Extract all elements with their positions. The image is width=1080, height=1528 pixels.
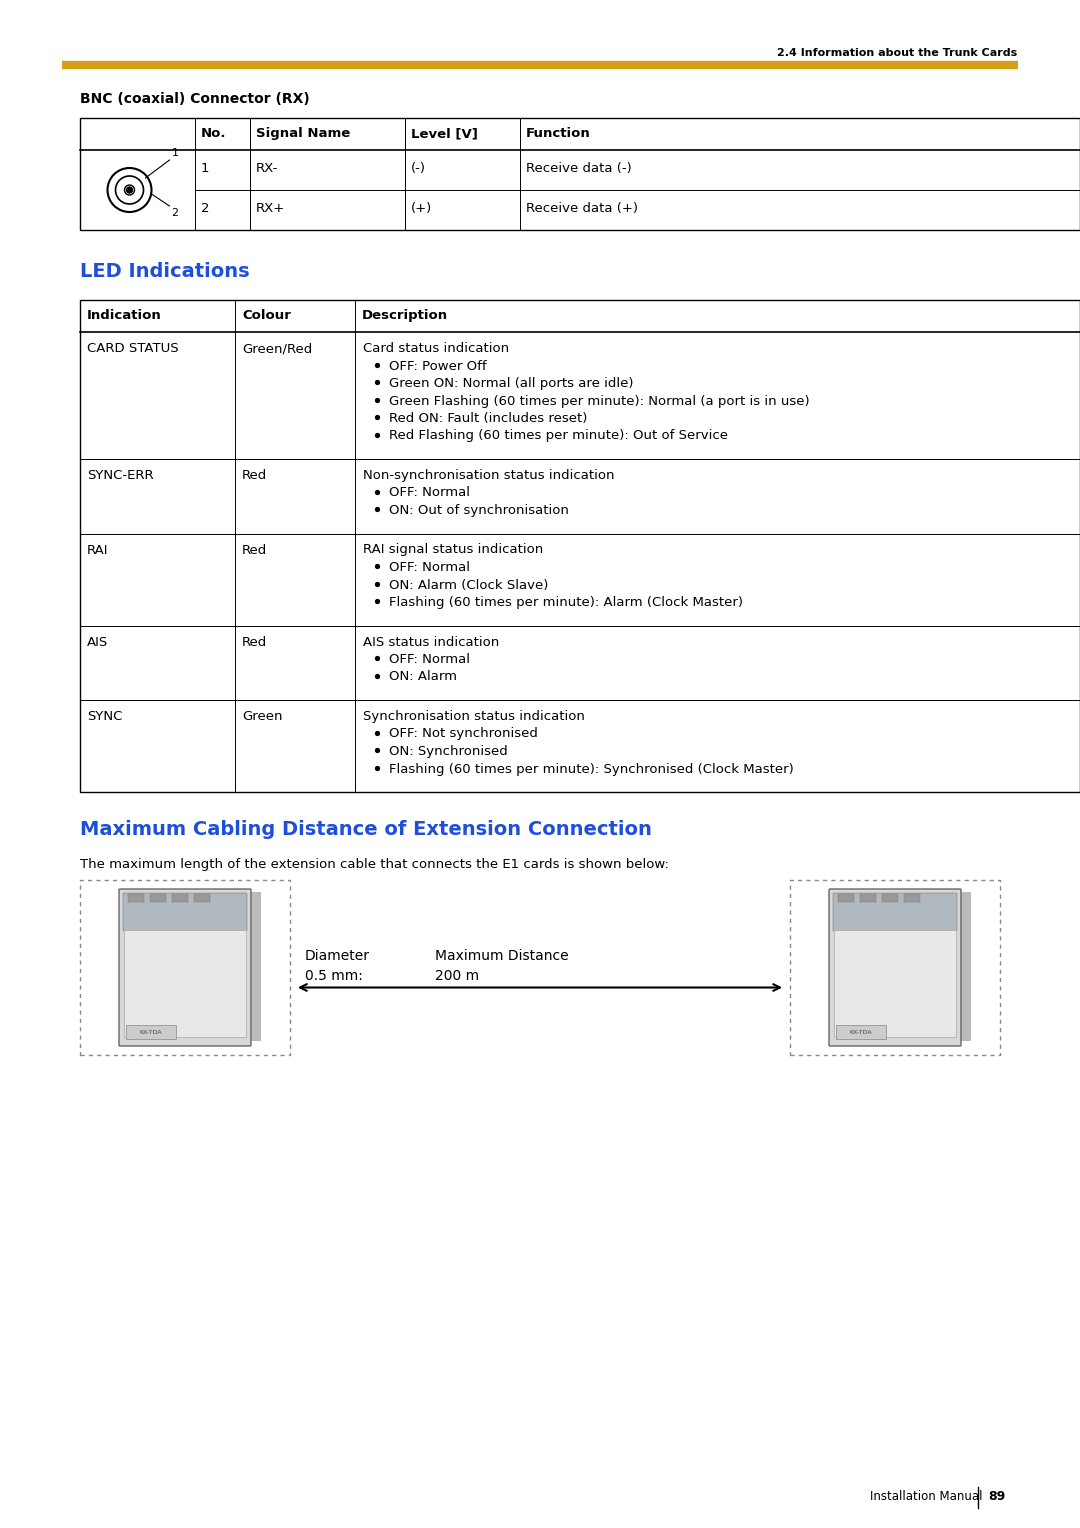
Bar <box>80 880 291 1054</box>
Text: RX-: RX- <box>256 162 279 176</box>
FancyBboxPatch shape <box>119 889 251 1047</box>
Text: 2: 2 <box>172 208 178 219</box>
Text: 200 m: 200 m <box>435 969 480 984</box>
Text: Green: Green <box>242 711 283 723</box>
Text: SYNC-ERR: SYNC-ERR <box>87 469 153 481</box>
Text: Flashing (60 times per minute): Synchronised (Clock Master): Flashing (60 times per minute): Synchron… <box>389 762 794 776</box>
Text: BNC (coaxial) Connector (RX): BNC (coaxial) Connector (RX) <box>80 92 310 105</box>
Text: Receive data (-): Receive data (-) <box>526 162 632 176</box>
Text: Green Flashing (60 times per minute): Normal (a port is in use): Green Flashing (60 times per minute): No… <box>389 394 810 408</box>
Text: Red: Red <box>242 469 267 481</box>
Text: Red Flashing (60 times per minute): Out of Service: Red Flashing (60 times per minute): Out … <box>389 429 728 443</box>
Text: 2: 2 <box>201 202 210 215</box>
Text: Installation Manual: Installation Manual <box>870 1490 983 1504</box>
Text: Flashing (60 times per minute): Alarm (Clock Master): Flashing (60 times per minute): Alarm (C… <box>389 596 743 610</box>
Text: Red: Red <box>242 636 267 648</box>
Text: RAI: RAI <box>87 544 108 556</box>
Text: CARD STATUS: CARD STATUS <box>87 342 178 354</box>
Text: Maximum Distance: Maximum Distance <box>435 949 569 964</box>
Text: LED Indications: LED Indications <box>80 261 249 281</box>
Text: Colour: Colour <box>242 309 291 322</box>
Text: ON: Alarm: ON: Alarm <box>389 671 457 683</box>
Text: (-): (-) <box>411 162 426 176</box>
Text: Description: Description <box>362 309 448 322</box>
Bar <box>789 880 1000 1054</box>
Text: RAI signal status indication: RAI signal status indication <box>363 544 543 556</box>
Text: No.: No. <box>201 127 227 141</box>
Text: ON: Alarm (Clock Slave): ON: Alarm (Clock Slave) <box>389 579 549 591</box>
Text: SYNC: SYNC <box>87 711 122 723</box>
FancyBboxPatch shape <box>834 931 956 1038</box>
Bar <box>129 894 144 902</box>
Text: Green ON: Normal (all ports are idle): Green ON: Normal (all ports are idle) <box>389 377 634 390</box>
Text: Card status indication: Card status indication <box>363 342 509 354</box>
Bar <box>904 894 920 902</box>
Text: OFF: Power Off: OFF: Power Off <box>389 359 487 373</box>
Text: Indication: Indication <box>87 309 162 322</box>
Text: OFF: Normal: OFF: Normal <box>389 561 470 575</box>
Bar <box>80 118 1080 231</box>
Text: Non-synchronisation status indication: Non-synchronisation status indication <box>363 469 615 481</box>
Text: 0.5 mm:: 0.5 mm: <box>305 969 363 984</box>
Text: Level [V]: Level [V] <box>411 127 477 141</box>
FancyBboxPatch shape <box>124 931 246 1038</box>
FancyBboxPatch shape <box>249 892 261 1041</box>
Text: KX-TDA: KX-TDA <box>850 1030 873 1034</box>
Text: Maximum Cabling Distance of Extension Connection: Maximum Cabling Distance of Extension Co… <box>80 821 652 839</box>
Text: Function: Function <box>526 127 591 141</box>
FancyBboxPatch shape <box>829 889 961 1047</box>
Text: 1: 1 <box>201 162 210 176</box>
Text: Diameter: Diameter <box>305 949 370 964</box>
Text: Synchronisation status indication: Synchronisation status indication <box>363 711 585 723</box>
FancyBboxPatch shape <box>959 892 971 1041</box>
Bar <box>882 894 897 902</box>
FancyBboxPatch shape <box>833 892 957 931</box>
Text: AIS status indication: AIS status indication <box>363 636 499 648</box>
Text: The maximum length of the extension cable that connects the E1 cards is shown be: The maximum length of the extension cabl… <box>80 859 669 871</box>
Circle shape <box>126 186 133 193</box>
Bar <box>80 299 1080 792</box>
Text: Red ON: Fault (includes reset): Red ON: Fault (includes reset) <box>389 413 588 425</box>
Text: OFF: Not synchronised: OFF: Not synchronised <box>389 727 538 741</box>
Text: OFF: Normal: OFF: Normal <box>389 652 470 666</box>
Text: 2.4 Information about the Trunk Cards: 2.4 Information about the Trunk Cards <box>777 47 1017 58</box>
Text: Green/Red: Green/Red <box>242 342 312 354</box>
Text: Receive data (+): Receive data (+) <box>526 202 638 215</box>
Bar <box>150 894 166 902</box>
Text: Red: Red <box>242 544 267 556</box>
Text: AIS: AIS <box>87 636 108 648</box>
Bar <box>126 1025 176 1039</box>
FancyBboxPatch shape <box>123 892 247 931</box>
Text: 89: 89 <box>988 1490 1005 1504</box>
Text: Signal Name: Signal Name <box>256 127 350 141</box>
Text: 1: 1 <box>172 148 178 157</box>
Text: ON: Synchronised: ON: Synchronised <box>389 746 508 758</box>
Text: KX-TDA: KX-TDA <box>139 1030 162 1034</box>
Text: OFF: Normal: OFF: Normal <box>389 486 470 500</box>
Bar <box>838 894 854 902</box>
Bar <box>860 894 876 902</box>
Bar <box>172 894 188 902</box>
Text: (+): (+) <box>411 202 432 215</box>
Bar <box>836 1025 886 1039</box>
Text: ON: Out of synchronisation: ON: Out of synchronisation <box>389 504 569 516</box>
Text: RX+: RX+ <box>256 202 285 215</box>
Bar <box>194 894 210 902</box>
